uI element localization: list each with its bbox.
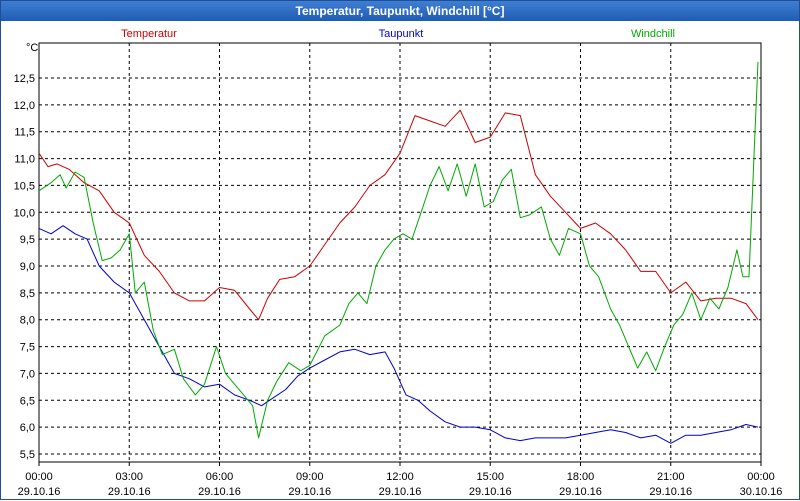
- legend-entry-taupunkt: Taupunkt: [379, 28, 424, 40]
- x-tick-date: 29.10.16: [379, 486, 422, 498]
- y-axis-ticks: 12,5 12,0 11,5 11,0 10,5 10,0 9,5 9,0 8,5 8,0 7,5 7…: [14, 73, 35, 461]
- y-tick-label: 11,5: [14, 127, 35, 139]
- x-tick-date: 30.10.16: [740, 486, 783, 498]
- x-tick-date: 29.10.16: [18, 486, 61, 498]
- y-tick-label: 8,5: [20, 288, 35, 300]
- y-tick-label: 6,0: [20, 422, 35, 434]
- x-tick-date: 29.10.16: [288, 486, 331, 498]
- y-tick-label: 5,5: [20, 449, 35, 461]
- y-tick-label: 9,5: [20, 234, 35, 246]
- x-tick-date: 29.10.16: [469, 486, 512, 498]
- x-tick-time: 06:00: [206, 471, 234, 483]
- y-tick-label: 12,0: [14, 100, 35, 112]
- x-tick-time: 12:00: [386, 471, 414, 483]
- legend-entry-temperatur: Temperatur: [121, 28, 177, 40]
- x-tick-date: 29.10.16: [198, 486, 241, 498]
- x-tick-date: 29.10.16: [108, 486, 151, 498]
- series-line-windchill: [38, 61, 759, 439]
- y-tick-label: 10,5: [14, 180, 35, 192]
- x-tick-time: 09:00: [296, 471, 324, 483]
- y-tick-label: 8,0: [20, 315, 35, 327]
- series-line-taupunkt: [38, 225, 759, 444]
- x-tick-time: 18:00: [567, 471, 595, 483]
- x-tick-time: 21:00: [657, 471, 685, 483]
- series-lines: [38, 61, 759, 444]
- series-line-temperatur: [38, 109, 759, 321]
- x-tick-time: 00:00: [747, 471, 775, 483]
- y-tick-label: 9,0: [20, 261, 35, 273]
- y-tick-label: 7,0: [20, 368, 35, 380]
- x-tick-time: 00:00: [25, 471, 53, 483]
- window-title: Temperatur, Taupunkt, Windchill [°C]: [1, 1, 799, 21]
- x-tick-time: 15:00: [476, 471, 504, 483]
- y-tick-label: 6,5: [20, 395, 35, 407]
- y-tick-label: 11,0: [14, 154, 35, 166]
- y-axis-unit: °C: [26, 42, 38, 54]
- legend-entry-windchill: Windchill: [631, 28, 675, 40]
- x-tick-date: 29.10.16: [649, 486, 692, 498]
- y-tick-label: 12,5: [14, 73, 35, 85]
- grid-lines: [39, 43, 761, 462]
- legend: Temperatur Taupunkt Windchill: [121, 28, 675, 40]
- y-tick-label: 7,5: [20, 342, 35, 354]
- y-tick-label: 10,0: [14, 207, 35, 219]
- x-axis-ticks: 00:00 29.10.16 03:00 29.10.16 06:00 29.10.16 0…: [18, 462, 783, 498]
- x-tick-date: 29.10.16: [559, 486, 602, 498]
- x-tick-time: 03:00: [115, 471, 143, 483]
